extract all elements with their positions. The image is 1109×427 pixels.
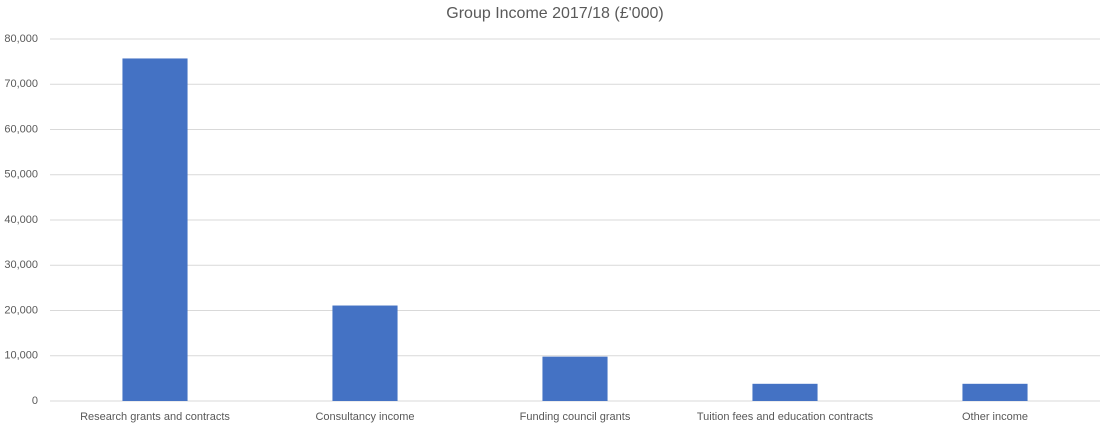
bar [752,383,818,401]
bar [962,383,1028,401]
y-tick-label: 0 [32,395,38,407]
y-tick-label: 70,000 [4,78,38,90]
bar [332,305,398,401]
bar [542,356,608,401]
x-tick-label: Research grants and contracts [80,411,230,423]
y-tick-label: 20,000 [4,304,38,316]
y-tick-label: 40,000 [4,214,38,226]
bar [122,58,188,402]
x-tick-label: Funding council grants [520,411,631,423]
y-tick-label: 80,000 [4,33,38,45]
y-tick-label: 50,000 [4,169,38,181]
y-tick-label: 30,000 [4,259,38,271]
x-tick-label: Tuition fees and education contracts [697,411,874,423]
x-tick-label: Other income [962,411,1028,423]
x-tick-label: Consultancy income [315,411,414,423]
y-tick-label: 60,000 [4,123,38,135]
y-tick-label: 10,000 [4,350,38,362]
chart-title: Group Income 2017/18 (£'000) [446,5,663,22]
